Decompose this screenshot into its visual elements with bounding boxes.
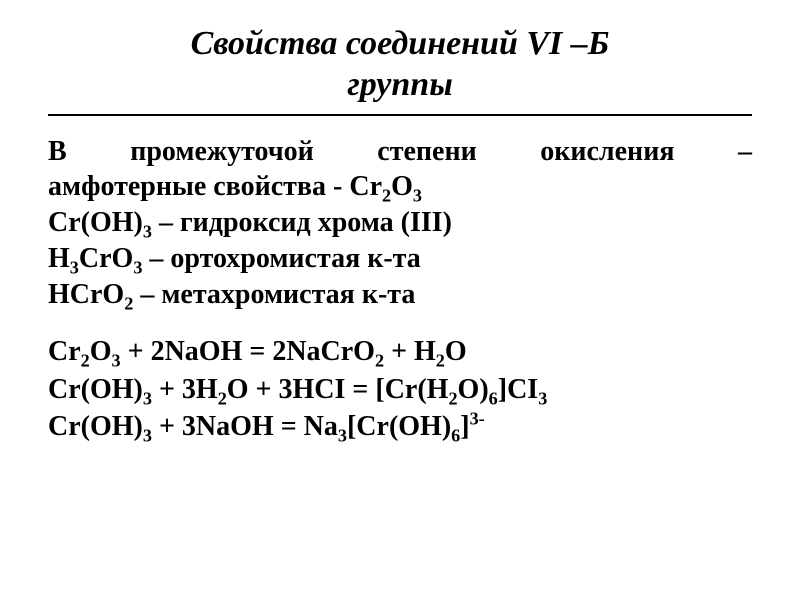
eq: + 2NaOH = 2NaCrO — [121, 336, 375, 367]
eq: Cr(OH) — [48, 411, 143, 442]
eq: O + 3HCI = [Cr(H — [227, 374, 449, 405]
desc: – гидроксид хрома (III) — [152, 207, 452, 238]
sub: 2 — [124, 294, 133, 314]
formula: H — [48, 243, 70, 274]
eq: O) — [458, 374, 489, 405]
eq: + 3NaOH = Na — [152, 411, 338, 442]
slide-title: Свойства соединений VI –Б группы — [48, 24, 752, 106]
eq: ]CI — [498, 374, 538, 405]
intro-mid: O — [391, 171, 413, 202]
title-line-1: Свойства соединений VI –Б — [191, 25, 610, 62]
title-rule — [48, 114, 752, 116]
sup: 3- — [470, 409, 485, 429]
sub: 6 — [489, 388, 498, 408]
sub: 2 — [382, 186, 391, 206]
sub: 2 — [218, 388, 227, 408]
sub: 3 — [143, 426, 152, 446]
sub: 2 — [375, 350, 384, 370]
sub: 3 — [338, 426, 347, 446]
title-line-2: группы — [347, 66, 453, 103]
intro-prefix: амфотерные свойства - Cr — [48, 171, 382, 202]
h3cro3-line: H3CrO3 – ортохромистая к-та — [48, 241, 752, 277]
slide: Свойства соединений VI –Б группы В проме… — [0, 0, 800, 600]
sub: 3 — [538, 388, 547, 408]
eq: Cr(OH) — [48, 374, 143, 405]
eq: [Cr(OH) — [347, 411, 451, 442]
eq: Cr — [48, 336, 81, 367]
body-bottom: Cr2O3 + 2NaOH = 2NaCrO2 + H2O Cr(OH)3 + … — [48, 333, 752, 446]
hcro2-line: HCrO2 – метахромистая к-та — [48, 277, 752, 313]
sub: 2 — [448, 388, 457, 408]
desc: – ортохромистая к-та — [142, 243, 420, 274]
sub: 2 — [81, 350, 90, 370]
eq: ] — [460, 411, 469, 442]
eq: + H — [384, 336, 436, 367]
formula: HCrO — [48, 279, 124, 310]
eq: + 3H — [152, 374, 218, 405]
formula: Cr(OH) — [48, 207, 143, 238]
sub: 3 — [143, 388, 152, 408]
equation-2: Cr(OH)3 + 3H2O + 3HCI = [Cr(H2O)6]CI3 — [48, 371, 752, 409]
sub: 2 — [436, 350, 445, 370]
sub: 6 — [451, 426, 460, 446]
sub: 3 — [413, 186, 422, 206]
sub: 3 — [143, 222, 152, 242]
desc: – метахромистая к-та — [133, 279, 415, 310]
formula: CrO — [79, 243, 133, 274]
cr-oh3-line: Cr(OH)3 – гидроксид хрома (III) — [48, 205, 752, 241]
sub: 3 — [112, 350, 121, 370]
intro-line-1: В промежуточой степени окисления – — [48, 134, 752, 170]
equation-1: Cr2O3 + 2NaOH = 2NaCrO2 + H2O — [48, 333, 752, 371]
eq: O — [445, 336, 467, 367]
intro-line-2: амфотерные свойства - Cr2O3 — [48, 169, 752, 205]
body-top: В промежуточой степени окисления – амфот… — [48, 134, 752, 313]
sub: 3 — [70, 258, 79, 278]
equation-3: Cr(OH)3 + 3NaOH = Na3[Cr(OH)6]3- — [48, 408, 752, 446]
eq: O — [90, 336, 112, 367]
